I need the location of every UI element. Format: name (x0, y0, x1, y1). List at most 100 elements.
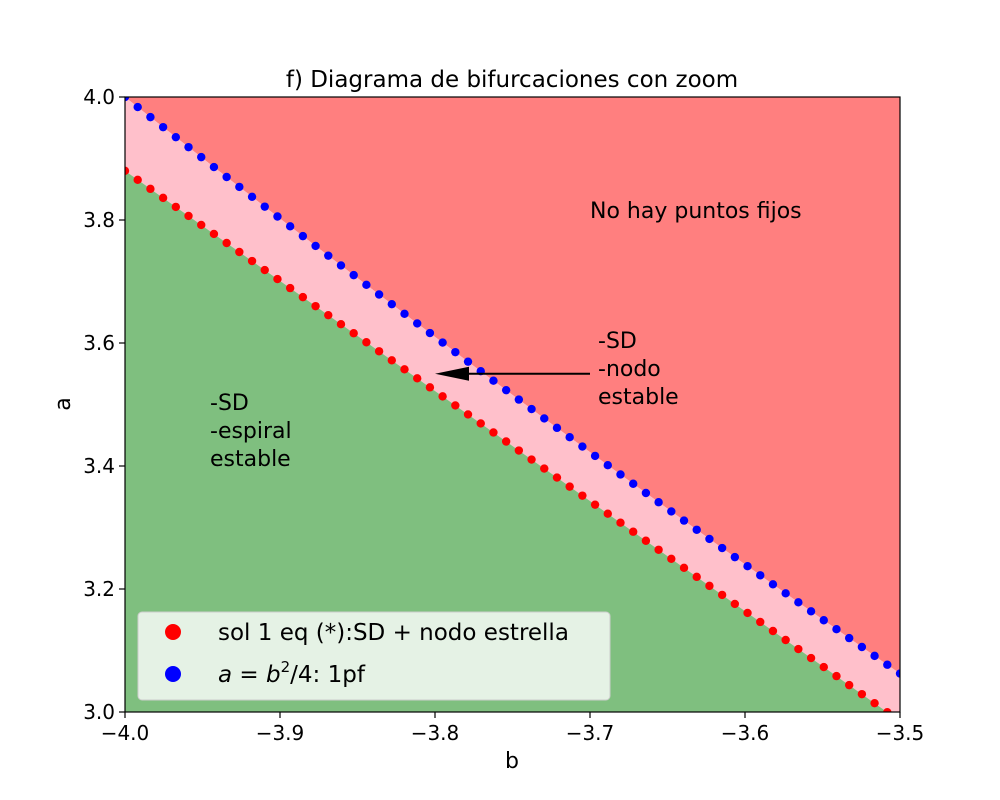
red-point-60 (883, 708, 892, 712)
red-point-56 (832, 671, 841, 681)
red-point-47 (717, 590, 727, 600)
annotation-arrow (435, 366, 590, 381)
blue-point-13 (285, 222, 295, 231)
red-point-13 (285, 283, 295, 293)
blue-point-5 (184, 142, 193, 152)
y-tick-label-2: 3.4 (83, 454, 115, 478)
arrow-head (435, 366, 469, 381)
red-point-0 (125, 166, 130, 175)
red-point-46 (705, 581, 714, 591)
blue-point-31 (514, 395, 524, 404)
red-point-39 (616, 518, 625, 527)
blue-point-53 (794, 598, 803, 607)
red-point-28 (476, 419, 485, 428)
red-point-23 (413, 374, 422, 383)
region-no-fixed-points (125, 97, 900, 674)
x-axis: −4.0 −3.9 −3.8 −3.7 −3.6 −3.5 (101, 712, 925, 745)
red-point-20 (374, 347, 384, 356)
red-point-14 (298, 292, 308, 302)
blue-point-56 (832, 625, 841, 634)
x-tick-label-5: −3.5 (876, 721, 925, 745)
red-point-33 (540, 464, 549, 473)
red-point-52 (781, 635, 790, 645)
blue-point-32 (527, 404, 536, 414)
red-point-6 (197, 220, 206, 230)
red-point-42 (654, 545, 663, 554)
red-point-36 (578, 491, 587, 500)
blue-point-10 (247, 192, 257, 201)
red-point-9 (235, 247, 244, 257)
blue-point-59 (870, 651, 879, 661)
annotation-node-line-2: -nodo (598, 357, 661, 382)
region-node (125, 97, 900, 712)
red-point-22 (400, 365, 409, 374)
series-blue-points (125, 97, 900, 678)
blue-point-60 (883, 660, 892, 669)
blue-point-40 (629, 479, 638, 488)
blue-point-47 (717, 543, 727, 553)
y-tick-label-5: 4.0 (83, 85, 115, 109)
x-tick-label-2: −3.8 (411, 721, 460, 745)
legend-blue-label-prefix: a = b (218, 662, 281, 688)
blue-point-25 (438, 338, 447, 347)
red-point-50 (756, 617, 765, 627)
blue-point-23 (413, 319, 422, 328)
blue-point-34 (552, 423, 562, 433)
annotation-node-line-1: -SD (598, 329, 637, 354)
blue-point-54 (806, 607, 816, 616)
x-tick-label-0: −4.0 (101, 721, 150, 745)
legend: sol 1 eq (*):SD + nodo estrella a = b2/4… (137, 611, 611, 701)
y-axis: 3.0 3.2 3.4 3.6 3.8 4.0 (83, 85, 125, 724)
red-point-49 (743, 608, 752, 618)
plot-frame (124, 96, 901, 713)
red-point-26 (451, 401, 460, 410)
annotation-node: -SD -nodo estable (598, 329, 679, 410)
red-point-12 (273, 274, 282, 284)
red-point-53 (794, 644, 803, 654)
red-point-38 (603, 509, 612, 518)
blue-point-43 (667, 507, 676, 516)
blue-point-18 (349, 270, 358, 280)
red-point-2 (146, 184, 155, 194)
red-point-54 (806, 653, 816, 663)
x-tick-label-4: −3.6 (721, 721, 770, 745)
y-tick-label-3: 3.6 (83, 331, 115, 355)
red-point-24 (425, 383, 435, 392)
legend-blue-label: a = b2/4: 1pf (218, 658, 366, 688)
blue-point-44 (679, 516, 689, 525)
series-red-points (125, 166, 892, 712)
x-tick-label-3: −3.7 (566, 721, 615, 745)
annotation-node-line-3: estable (598, 385, 679, 410)
y-axis-label: a (51, 397, 76, 410)
red-point-4 (171, 202, 181, 212)
legend-blue-label-suffix: /4: 1pf (290, 662, 366, 688)
red-point-43 (667, 554, 676, 563)
blue-point-36 (578, 442, 587, 451)
blue-point-61 (895, 669, 900, 678)
red-point-37 (590, 500, 600, 509)
blue-point-16 (324, 251, 333, 260)
blue-point-3 (158, 122, 168, 132)
red-point-57 (844, 680, 854, 690)
blue-point-55 (819, 616, 828, 625)
blue-point-29 (489, 376, 498, 385)
red-point-34 (552, 473, 562, 482)
blue-point-30 (501, 385, 511, 395)
legend-red-marker (165, 624, 181, 640)
red-point-45 (692, 572, 701, 582)
blue-point-17 (336, 261, 346, 270)
red-point-59 (870, 698, 879, 708)
red-point-25 (438, 392, 447, 401)
blue-point-58 (857, 642, 867, 652)
annotation-spiral-line-1: -SD (210, 391, 249, 416)
red-point-30 (501, 437, 511, 446)
y-tick-label-0: 3.0 (83, 700, 115, 724)
blue-point-4 (171, 132, 181, 142)
blue-point-41 (641, 488, 651, 498)
plot-area: No hay puntos fijos -SD -nodo estable -S… (124, 96, 901, 713)
red-point-51 (768, 626, 778, 636)
red-point-29 (489, 428, 498, 437)
blue-point-49 (743, 562, 752, 571)
blue-point-0 (125, 97, 130, 102)
red-point-55 (819, 662, 828, 672)
